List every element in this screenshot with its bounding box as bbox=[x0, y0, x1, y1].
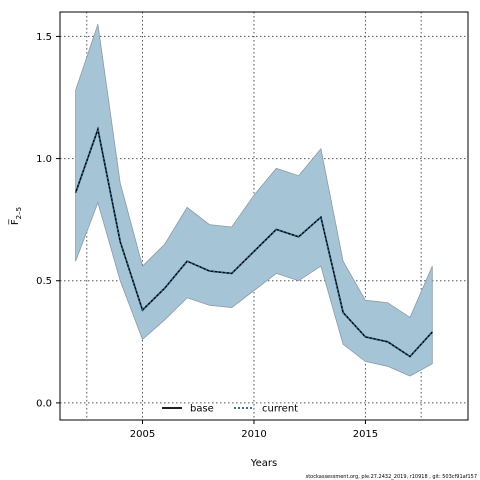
legend-label-current: current bbox=[262, 404, 298, 415]
legend: base current bbox=[162, 404, 298, 415]
x-tick-label: 2005 bbox=[130, 429, 155, 440]
y-axis-label-main: F̅ bbox=[8, 218, 21, 225]
footer-text: stockassessment.org, ple.27.2432_2019, r… bbox=[306, 474, 477, 480]
axes: 0.0 0.5 1.0 1.5 2005 2010 2015 bbox=[36, 32, 378, 440]
series-lines bbox=[74, 126, 433, 358]
y-tick-label: 1.0 bbox=[36, 154, 52, 165]
x-axis-label: Years bbox=[250, 458, 277, 469]
y-tick-label: 0.0 bbox=[36, 398, 52, 409]
legend-label-base: base bbox=[190, 404, 214, 415]
x-tick-label: 2010 bbox=[241, 429, 266, 440]
x-tick-label: 2015 bbox=[353, 429, 378, 440]
plot-frame bbox=[59, 11, 469, 421]
y-tick-label: 0.5 bbox=[36, 276, 52, 287]
series-line-current bbox=[74, 126, 433, 358]
y-axis-label-subscript: 2–5 bbox=[15, 207, 23, 219]
y-axis-label: F̅2–5 bbox=[8, 207, 23, 225]
y-tick-label: 1.5 bbox=[36, 32, 52, 43]
